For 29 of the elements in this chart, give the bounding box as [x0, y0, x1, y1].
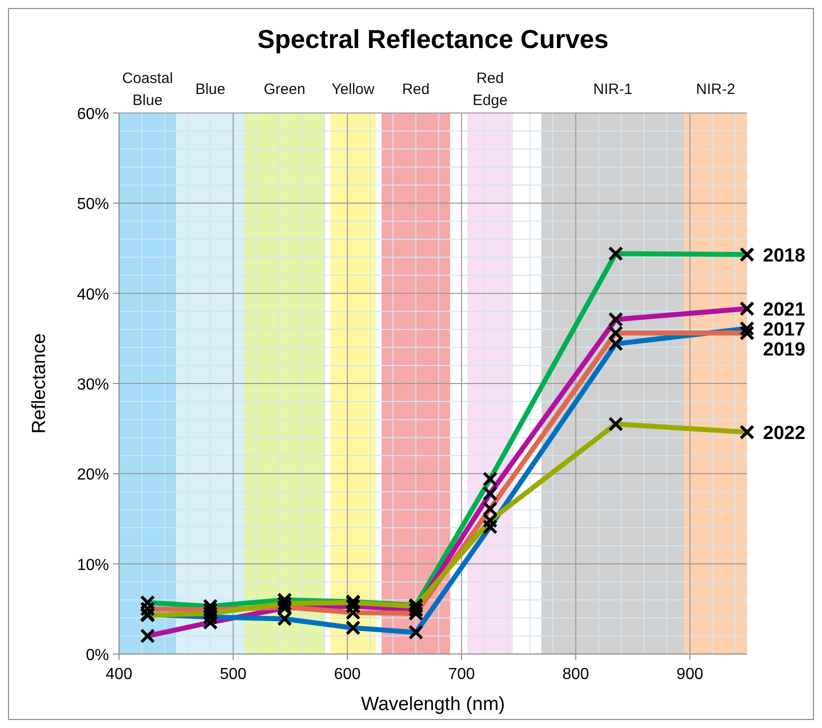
- x-tick-label: 600: [334, 666, 361, 683]
- x-tick-label: 400: [106, 666, 132, 683]
- series-label: 2017: [763, 320, 806, 341]
- band-label: Coastal Blue: [122, 70, 173, 109]
- band-label: NIR-2: [696, 81, 736, 98]
- band-label: Red: [402, 81, 430, 98]
- series-label: 2022: [763, 423, 806, 444]
- band-label: NIR-1: [593, 81, 632, 98]
- x-tick-label: 900: [676, 666, 704, 683]
- series-label: 2018: [763, 246, 806, 267]
- band-label: Red Edge: [472, 70, 508, 109]
- x-tick-label: 500: [220, 666, 247, 683]
- series-label: 2021: [763, 300, 806, 321]
- y-tick-label: 40%: [76, 286, 109, 304]
- y-tick-label: 60%: [76, 106, 109, 123]
- band-label: Yellow: [332, 81, 375, 98]
- band-label: Blue: [195, 81, 226, 98]
- series-label: 2019: [763, 340, 806, 361]
- x-tick-label: 800: [562, 666, 590, 683]
- y-tick-label: 0%: [86, 647, 109, 664]
- band-label: Green: [264, 81, 306, 98]
- chart-title: Spectral Reflectance Curves: [257, 24, 609, 54]
- x-axis-title: Wavelength (nm): [361, 694, 505, 715]
- y-tick-label: 30%: [76, 376, 109, 394]
- y-tick-label: 50%: [76, 196, 109, 214]
- y-tick-label: 20%: [76, 466, 109, 484]
- y-tick-label: 10%: [76, 556, 109, 574]
- y-axis-title: Reflectance: [29, 333, 50, 434]
- x-tick-label: 700: [448, 666, 475, 683]
